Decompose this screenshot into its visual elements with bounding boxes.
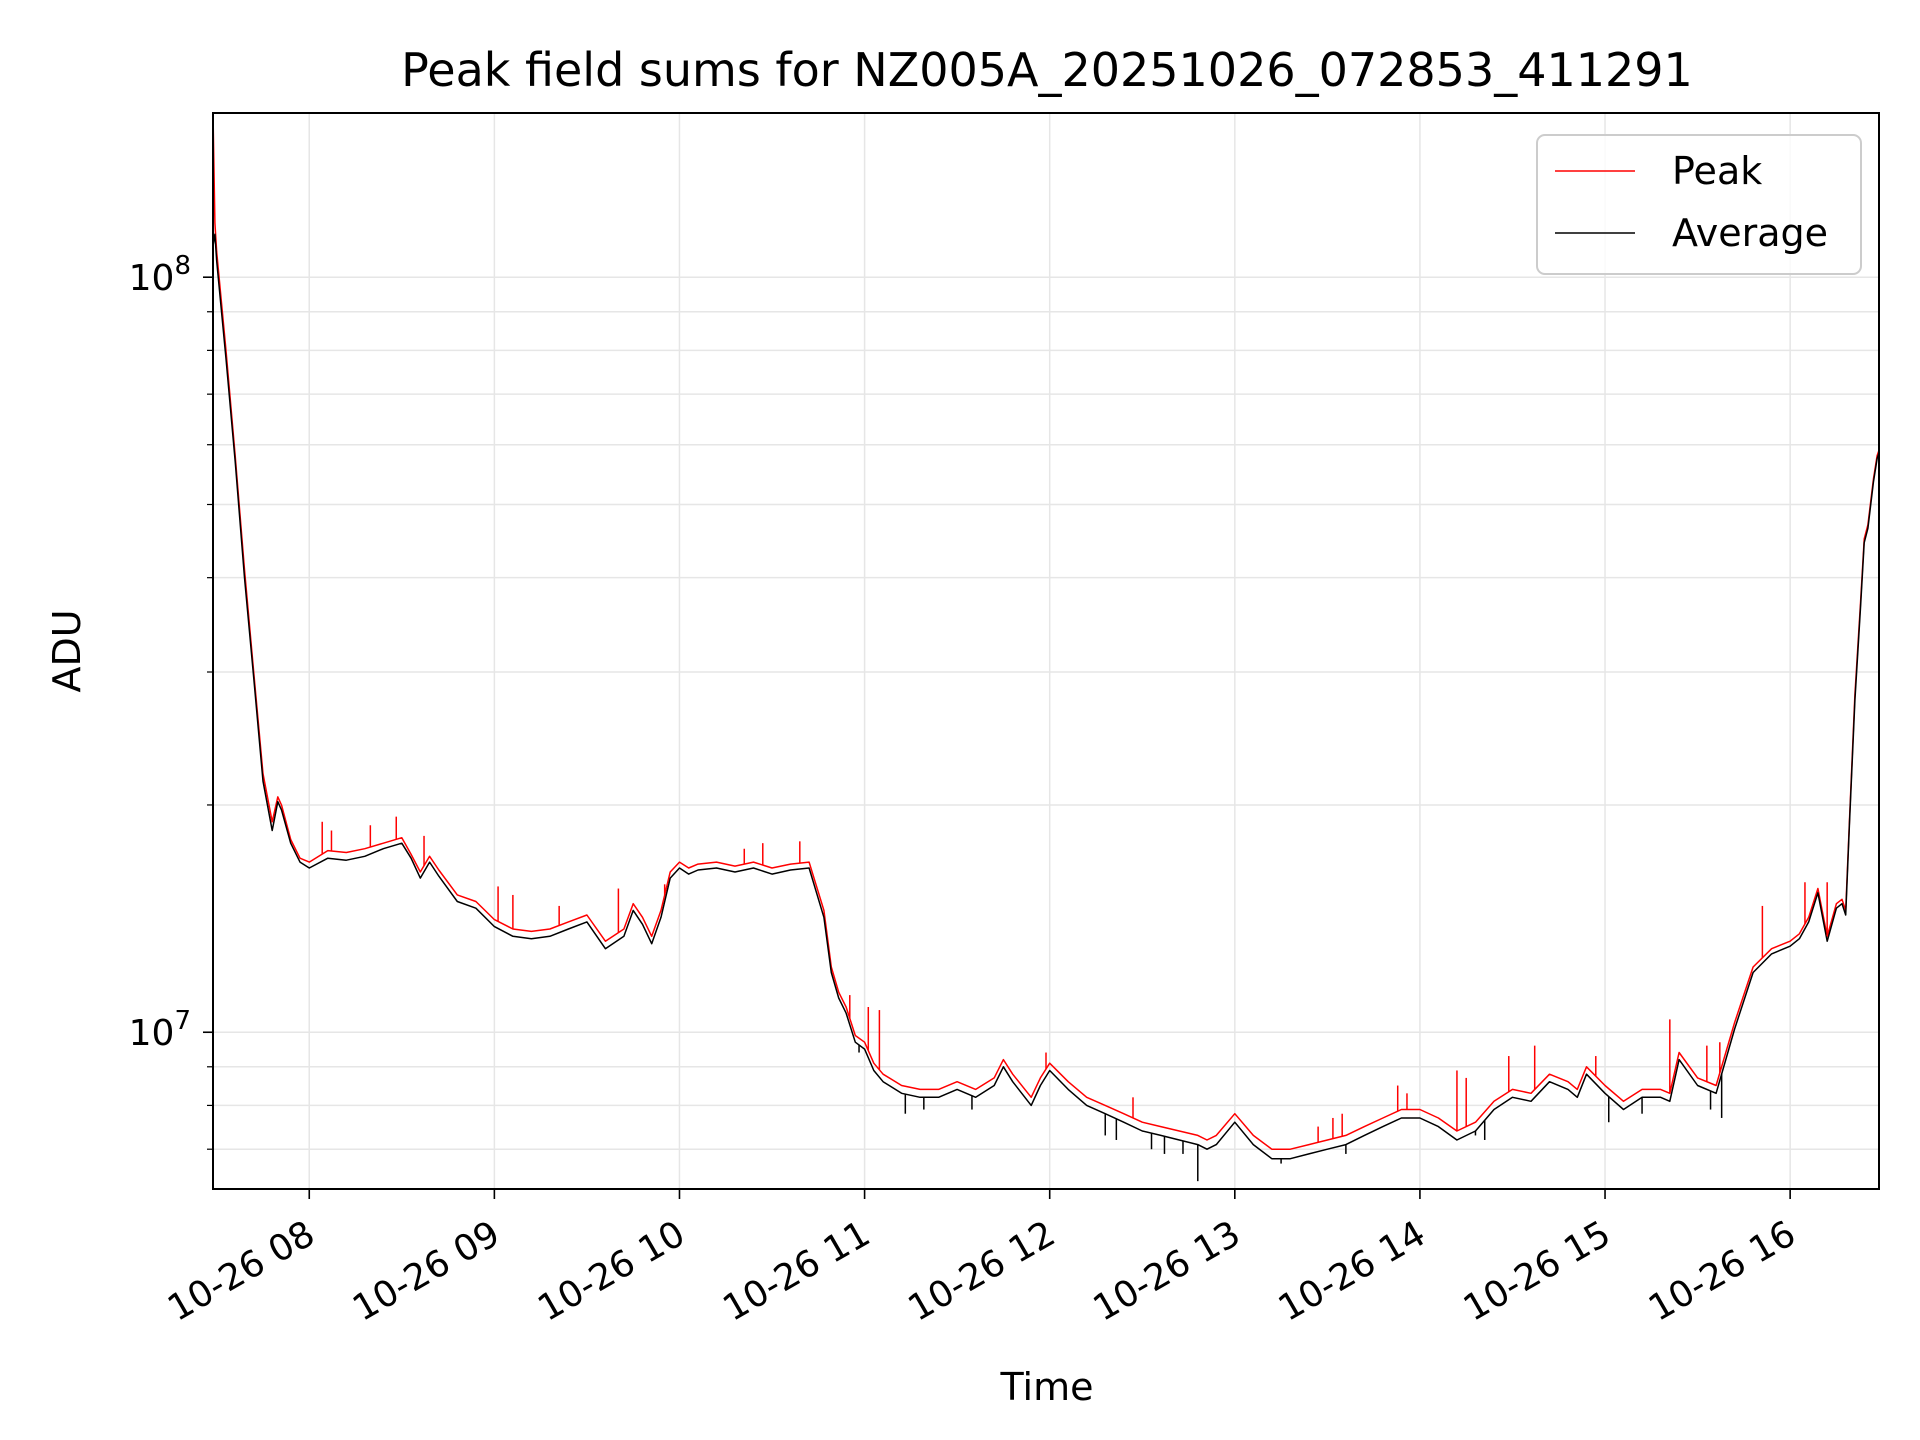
y-axis-label: ADU: [45, 609, 89, 692]
legend-peak-label: Peak: [1672, 149, 1762, 193]
x-axis-label: Time: [1000, 1365, 1094, 1409]
y-tick-label: 107: [129, 1006, 191, 1054]
series-layer: [213, 113, 1879, 1182]
chart-title: Peak field sums for NZ005A_20251026_0728…: [401, 43, 1693, 97]
peak-series-line: [213, 113, 1879, 1150]
average-series-line: [213, 233, 1879, 1160]
legend-box: [1536, 134, 1862, 275]
legend: Peak Average: [1536, 134, 1862, 275]
plot-frame: [212, 112, 1880, 1190]
legend-average-label: Average: [1672, 211, 1828, 255]
grid: [213, 113, 1879, 1189]
